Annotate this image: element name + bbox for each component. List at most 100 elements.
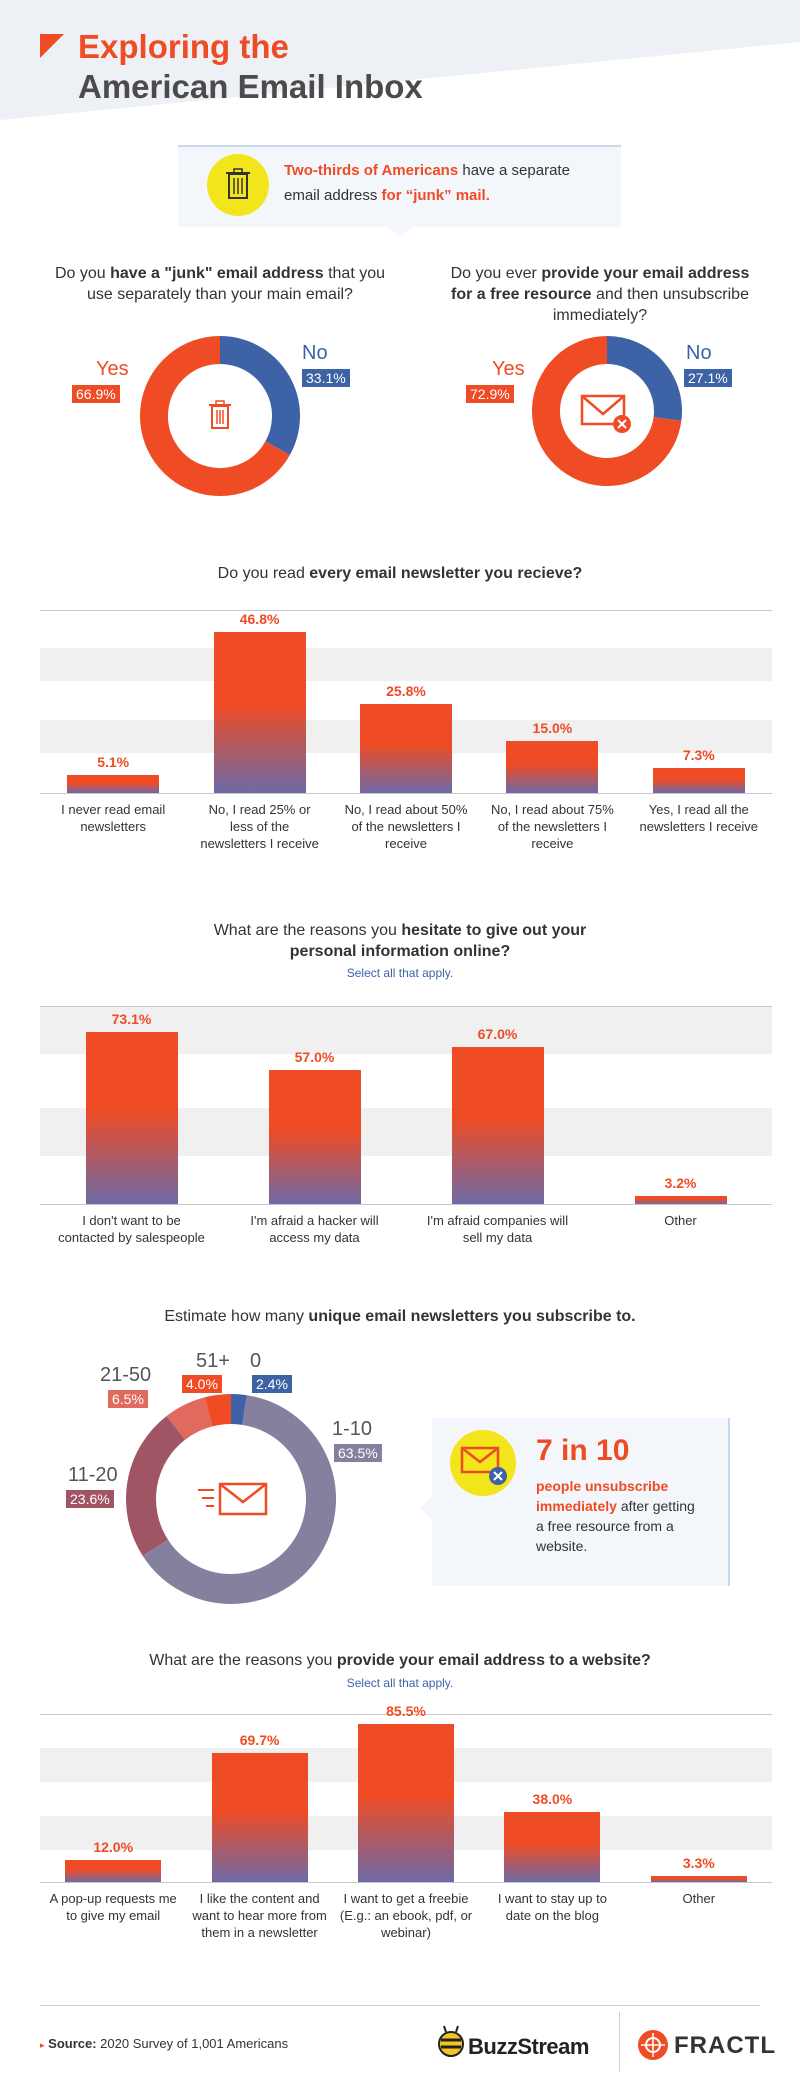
bar — [65, 1859, 162, 1882]
bar — [360, 704, 452, 793]
q1-no-value: 33.1% — [302, 369, 350, 387]
d5-value-51plus: 4.0% — [182, 1375, 222, 1393]
logo-divider — [619, 2012, 620, 2072]
subscriptions-donut — [126, 1394, 336, 1604]
bar-value-label: 73.1% — [111, 1011, 152, 1028]
chart-top-line — [40, 1006, 772, 1007]
callout-pointer — [386, 225, 414, 237]
fractl-logo: FRACTL — [674, 2032, 776, 2059]
donut-slice-yes — [532, 336, 682, 486]
callout-emphasis-1: Two-thirds of Americans — [284, 162, 459, 179]
bar-value-label: 85.5% — [386, 1703, 426, 1720]
d5-label-21-50: 21-50 — [100, 1364, 152, 1386]
q4-text: What are the reasons you hesitate to giv… — [213, 922, 587, 960]
email-cancel-icon-circle — [450, 1430, 516, 1496]
category-label: I'm afraid companies will sell my data — [426, 1213, 569, 1245]
category-label: No, I read about 75% of the newsletters … — [490, 802, 614, 851]
bar-value-label: 3.2% — [664, 1175, 697, 1192]
q2-yes-value: 72.9% — [466, 385, 514, 403]
donut-slice-51- — [204, 1394, 232, 1427]
bar — [634, 1196, 727, 1204]
callout-body: have a separate email address — [284, 162, 570, 204]
stat-box-pointer — [420, 1496, 432, 1520]
d5-label-1-10: 1-10 — [332, 1418, 373, 1440]
bar — [268, 1070, 361, 1204]
category-label: I like the content and want to hear more… — [192, 1891, 327, 1940]
bar — [358, 1724, 454, 1882]
d5-value-11-20: 23.6% — [66, 1490, 114, 1508]
q1-yes-value: 66.9% — [72, 385, 120, 403]
q6-subtext: Select all that apply. — [346, 1676, 454, 1690]
callout-emphasis-2: for “junk” mail. — [381, 187, 490, 204]
title-line-1: Exploring the — [78, 28, 289, 65]
bar — [67, 775, 160, 793]
donut-slice-0 — [230, 1394, 247, 1425]
q2-no-label: No — [686, 342, 712, 364]
bar — [504, 1811, 601, 1882]
bar-value-label: 5.1% — [97, 754, 130, 771]
callout-text: Two-thirds of Americans have a separate … — [284, 158, 604, 208]
category-label: Yes, I read all the newsletters I receiv… — [639, 802, 759, 834]
q2-no-value: 27.1% — [684, 369, 732, 387]
email-icon — [198, 1482, 268, 1516]
bar — [652, 767, 745, 793]
bar — [451, 1046, 544, 1204]
bar — [650, 1875, 747, 1882]
bar-value-label: 12.0% — [93, 1838, 134, 1855]
email-cancel-icon — [580, 394, 631, 433]
bar-value-label: 46.8% — [239, 611, 280, 627]
buzzstream-logo: BuzzStream — [468, 2034, 589, 2059]
q1-text: Do you have a "junk" email address that … — [54, 265, 385, 303]
category-label: I want to get a freebie (E.g.: an ebook,… — [339, 1891, 473, 1940]
bar-value-label: 67.0% — [477, 1025, 518, 1042]
bar — [85, 1032, 178, 1204]
d5-value-1-10: 63.5% — [334, 1444, 382, 1462]
bar-value-label: 7.3% — [682, 746, 715, 763]
category-label: No, I read about 50% of the newsletters … — [344, 802, 468, 851]
q2-text: Do you ever provide your email address f… — [450, 265, 750, 324]
bar-value-label: 25.8% — [386, 683, 426, 700]
category-label: No, I read 25% or less of the newsletter… — [200, 802, 319, 851]
chart-grid-band — [40, 648, 772, 681]
donut-slice-21-50 — [166, 1397, 213, 1441]
d5-value-21-50: 6.5% — [108, 1390, 148, 1408]
q5-text: Estimate how many unique email newslette… — [164, 1308, 636, 1325]
bar-value-label: 15.0% — [532, 720, 573, 737]
category-label: Other — [682, 1891, 716, 1906]
junk-address-donut — [140, 336, 300, 496]
chart-top-line — [40, 610, 772, 611]
category-label: I don't want to be contacted by salespeo… — [58, 1213, 205, 1245]
donut-slice-no — [606, 336, 682, 421]
q6-text: What are the reasons you provide your em… — [149, 1652, 651, 1669]
q4-subtext: Select all that apply. — [346, 966, 454, 980]
title-line-2: American Email Inbox — [78, 68, 423, 105]
q3-text: Do you read every email newsletter you r… — [217, 565, 583, 582]
category-label: I'm afraid a hacker will access my data — [250, 1213, 379, 1245]
bar-value-label: 57.0% — [294, 1049, 335, 1066]
q2-yes-label: Yes — [492, 358, 525, 380]
title-accent-triangle — [40, 34, 64, 58]
bar — [506, 741, 599, 793]
chart-baseline — [40, 793, 772, 794]
email-cancel-icon — [460, 1446, 507, 1485]
source-note: ▸ Source: 2020 Survey of 1,001 Americans — [40, 2036, 289, 2051]
q1-yes-label: Yes — [96, 358, 129, 380]
bee-logo-icon — [436, 2024, 464, 2058]
bar-value-label: 3.3% — [682, 1854, 715, 1871]
category-label: Other — [664, 1213, 697, 1228]
bar — [211, 1753, 308, 1882]
bar-value-label: 38.0% — [532, 1790, 573, 1807]
category-label: I want to stay up to date on the blog — [497, 1891, 607, 1923]
fractl-logo-icon — [638, 2030, 668, 2060]
chart-baseline — [40, 1882, 772, 1883]
d5-label-51plus: 51+ — [196, 1350, 230, 1372]
donut-slice-11-20 — [126, 1416, 186, 1556]
category-label: A pop-up requests me to give my email — [49, 1891, 177, 1923]
trash-icon — [226, 168, 250, 199]
donut-slice-yes — [140, 336, 290, 496]
chart-top-line — [40, 1714, 772, 1715]
chart-baseline — [40, 1204, 772, 1205]
trash-icon — [209, 400, 231, 429]
donut-slice-1-10 — [142, 1395, 336, 1604]
d5-value-0: 2.4% — [252, 1375, 292, 1393]
